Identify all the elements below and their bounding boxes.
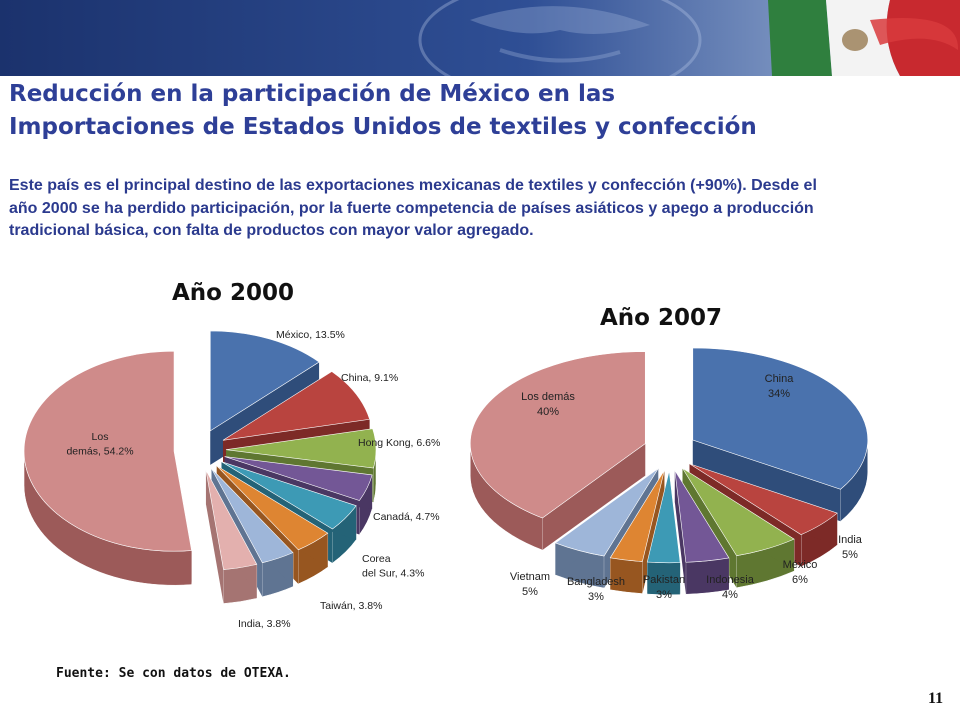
pie-0-label-8: Los demás, 54.2% [66,431,133,458]
pie-1-label-6: Vietnam 5% [510,571,550,598]
pie-1-slice-3-top [674,470,730,563]
pie-0: México, 13.5% China, 9.1% Hong Kong, 6.6% C… [23,329,440,630]
pie-1-slice-6-top [554,468,659,557]
chart-2007-title: Año 2007 [600,305,722,331]
pie-0-label-1: China, 9.1% [341,372,398,384]
chart-2000-title: Año 2000 [172,280,294,306]
pie-0-slice-2-top [225,428,377,469]
pie-0-label-2: Hong Kong, 6.6% [358,437,440,449]
pie-1-slice-7-top [469,351,646,519]
pie-0-label-5: Corea del Sur, 4.3% [362,553,424,580]
header-banner [0,0,960,76]
pie-0-slice-3-top [224,456,373,501]
pie-1-slice-1-top [689,463,838,535]
pie-0-label-7: India, 3.8% [238,618,291,630]
pie-0-slice-7-cut [205,470,224,604]
page-title: Reducción en la participación de México … [9,78,949,144]
pie-1-label-0: China 34% [765,373,795,400]
pie-1-slice-7 [469,351,646,551]
pie-0-label-6: Taiwán, 3.8% [320,600,382,612]
pie-0-slice-4-top [221,461,357,530]
pie-0-slice-5-top [216,465,329,551]
pie-1: China 34% India 5% México 6% Indonesia 4% Pakist… [469,347,869,603]
pie-1-slice-0-cut [692,439,841,522]
pie-0-slice-7 [205,470,258,604]
pie-1-slice-0-top [692,347,869,490]
mexico-flag-icon [768,0,960,76]
pie-1-slice-5-top [609,470,665,562]
page-number: 11 [928,690,944,707]
pie-0-slice-0-top [209,330,320,432]
pie-1-slice-2-top [682,467,795,557]
source-note: Fuente: Se con datos de OTEXA. [56,666,291,681]
pie-1-slice-3 [674,470,730,595]
pie-1-slice-4-top [646,470,681,564]
pie-1-slice-7-cut [542,443,646,551]
pie-1-label-2: México 6% [783,559,818,586]
pie-charts: México, 13.5% China, 9.1% Hong Kong, 6.6% C… [23,329,869,630]
pie-1-label-3: Indonesia 4% [706,574,755,601]
pie-0-slice-7-top [205,470,258,570]
pie-1-label-1: India 5% [838,534,863,561]
pie-0-label-4: Canadá, 4.7% [373,511,440,523]
description-text: Este país es el principal destino de las… [9,177,817,239]
pie-1-label-5: Bangladesh 3% [567,576,625,603]
pie-1-label-4: Pakistan 3% [643,574,685,601]
title-line-1: Reducción en la participación de México … [9,81,616,107]
pie-0-slice-1-top [222,371,371,441]
pie-0-slice-8-top [23,350,192,552]
pie-1-slice-4 [646,470,681,596]
pie-0-slice-6-top [211,468,294,564]
eagle-emblem-icon [418,0,702,76]
pie-0-label-0: México, 13.5% [276,329,345,341]
title-line-2: Importaciones de Estados Unidos de texti… [9,114,757,140]
pie-1-label-7: Los demás 40% [521,391,575,418]
pie-0-slice-8 [23,350,192,586]
pie-1-slice-0 [692,347,869,522]
pie-1-slice-3-cut [674,470,686,595]
